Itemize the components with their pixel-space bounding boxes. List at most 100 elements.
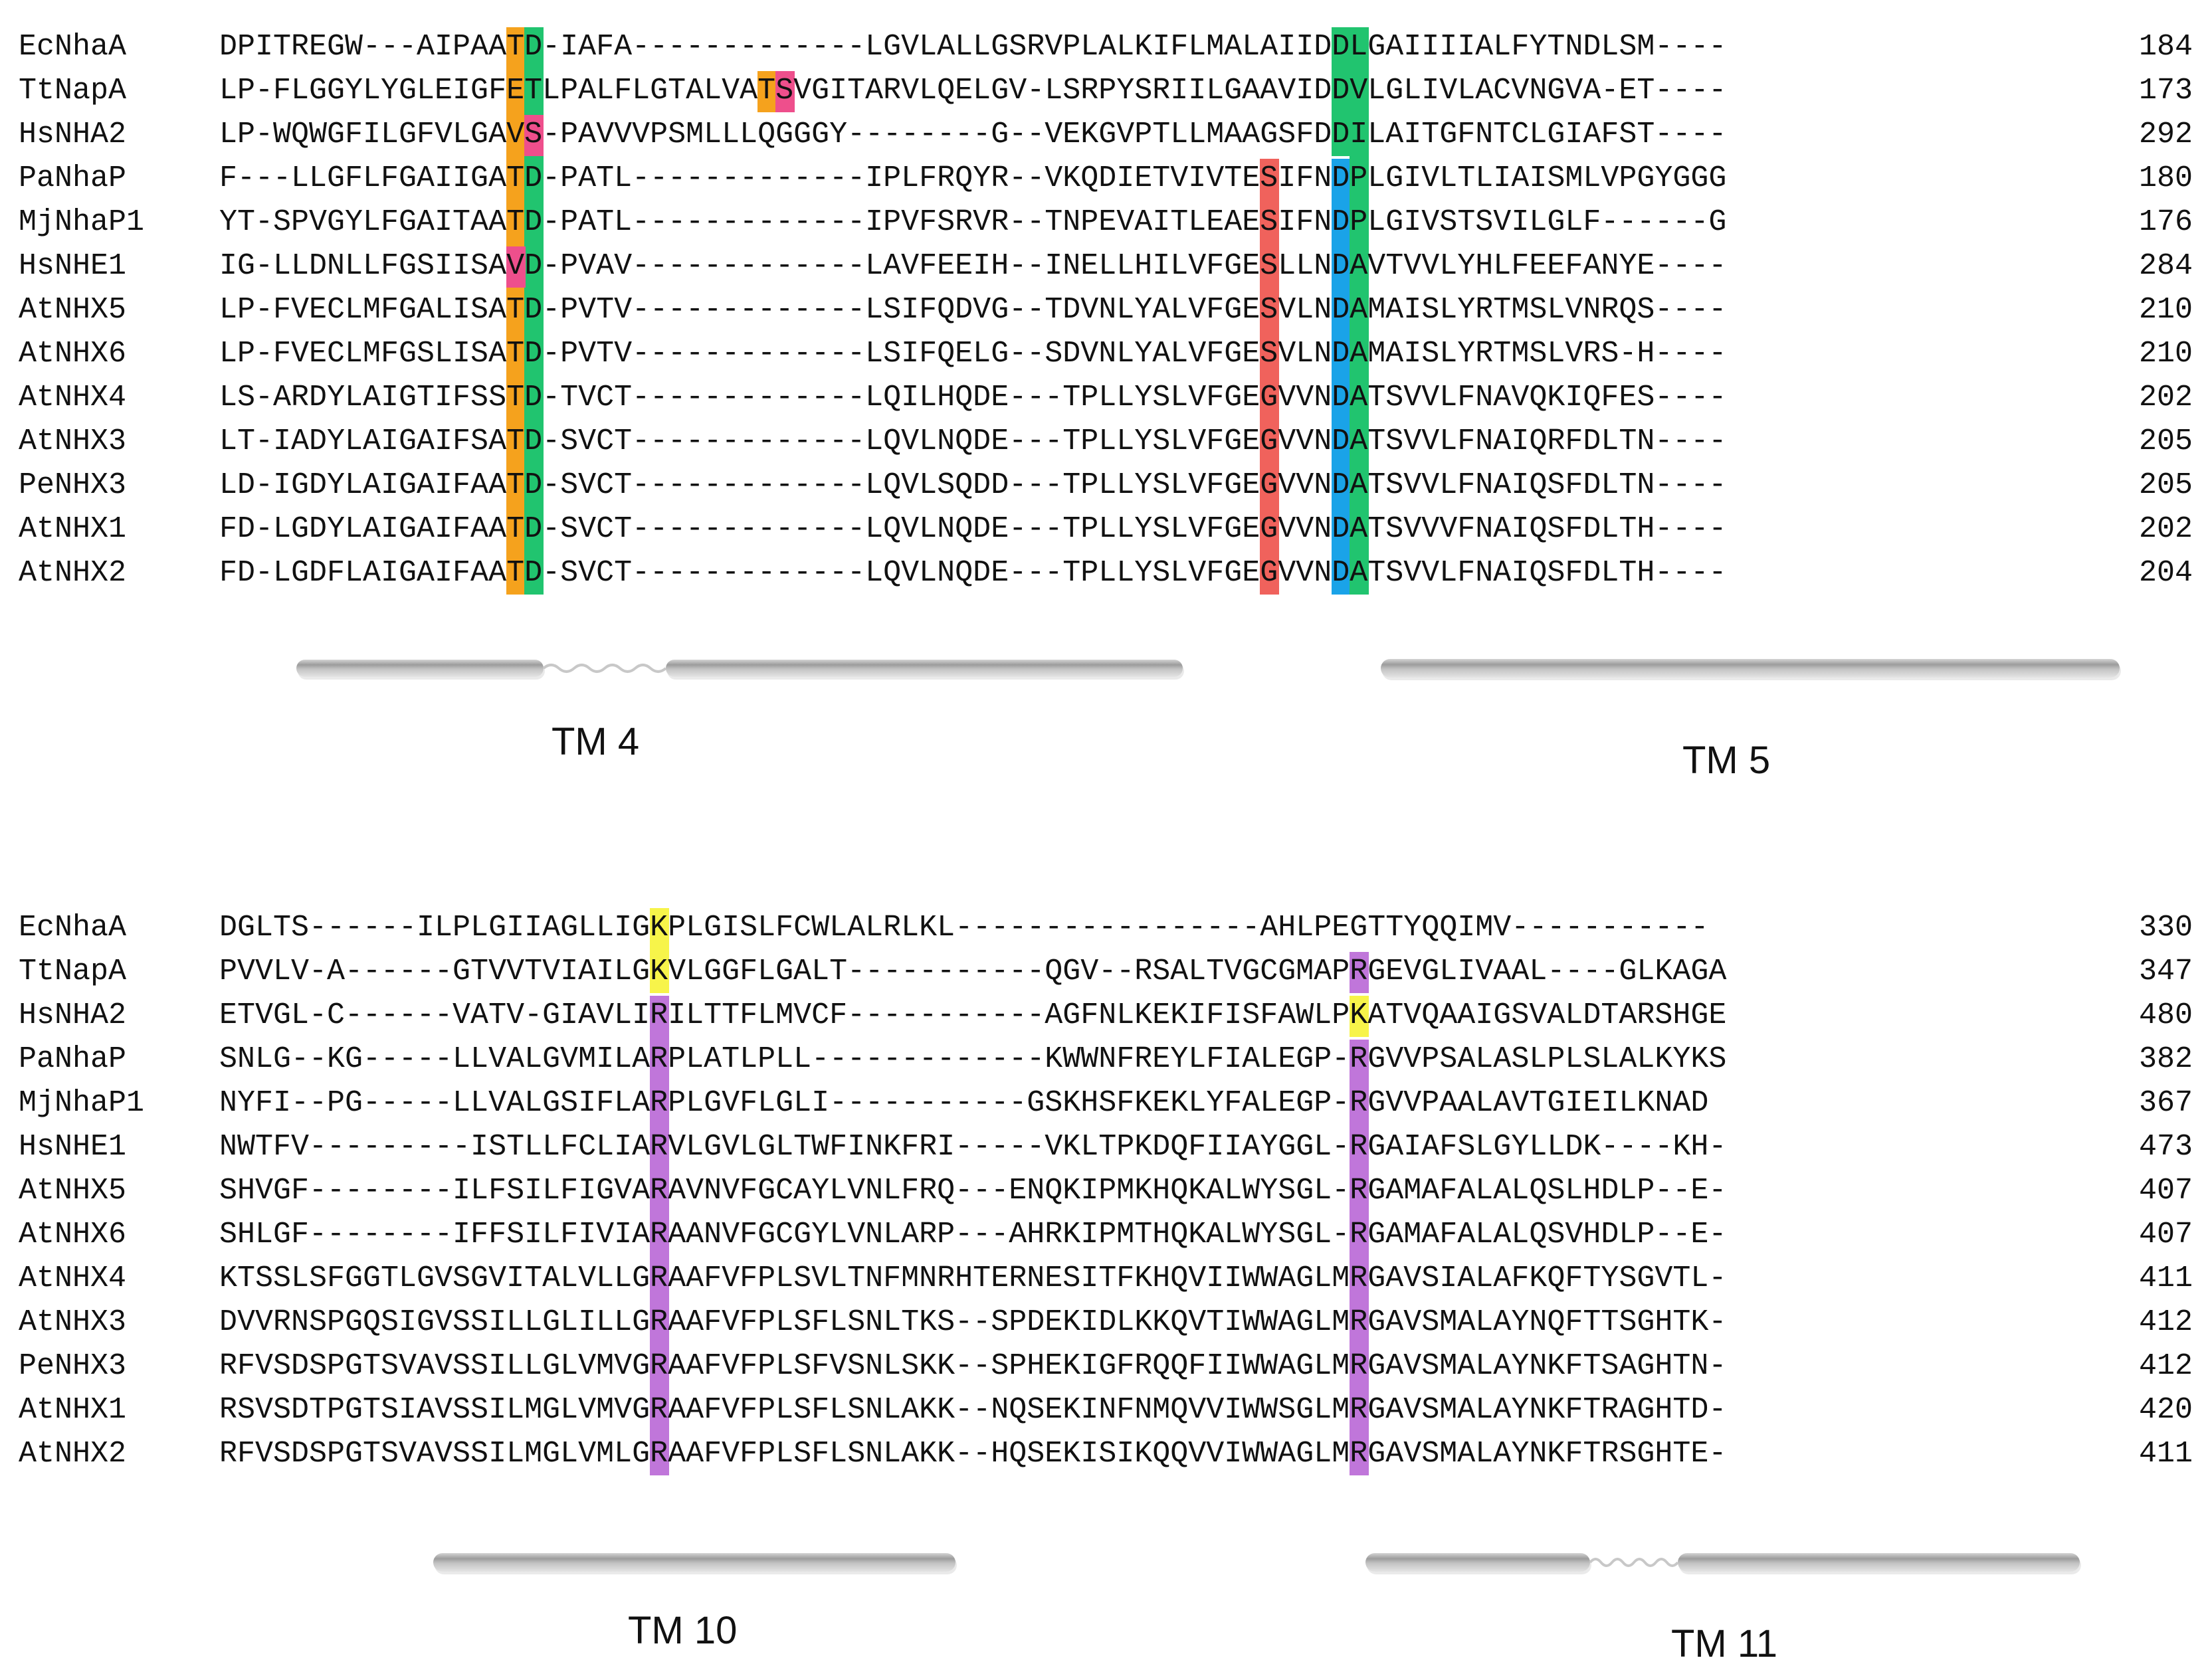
sequence-name: AtNHX2 <box>19 1437 127 1471</box>
aligned-sequence: RSVSDTPGTSIAVSSILMGLVMVGRAAFVFPLSFLSNLAK… <box>219 1393 1727 1427</box>
residue-position: 202 <box>2138 381 2193 415</box>
loop-tm4 <box>542 664 667 673</box>
residue-position: 411 <box>2138 1261 2193 1295</box>
residue-position: 180 <box>2138 161 2193 195</box>
highlight-conserved-r-tm11 <box>1350 952 1369 993</box>
aligned-sequence: NYFI--PG-----LLVALGSIFLARPLGVFLGLI------… <box>219 1086 1709 1120</box>
residue-position: 330 <box>2138 911 2193 945</box>
helix-tm11b <box>1678 1553 2081 1574</box>
helix-tm11a <box>1365 1553 1591 1574</box>
residue-position: 205 <box>2138 424 2193 458</box>
residue-position: 411 <box>2138 1437 2193 1471</box>
aligned-sequence: DGLTS------ILPLGIIAGLLIGKPLGISLFCWLALRLK… <box>219 911 1709 945</box>
highlight-hsnha2-s <box>524 115 544 156</box>
tm-segment-label: TM 11 <box>1671 1622 1778 1665</box>
aligned-sequence: LS-ARDYLAIGTIFSSTD-TVCT-------------LQIL… <box>219 381 1727 415</box>
sequence-name: AtNHX2 <box>19 556 127 590</box>
aligned-sequence: LP-FLGGYLYGLEIGFETLPALFLGTALVATSVGITARVL… <box>219 74 1727 108</box>
sequence-name: PaNhaP <box>19 161 127 195</box>
sequence-name: AtNHX4 <box>19 1261 127 1295</box>
sequence-name: TtNapA <box>19 955 127 988</box>
helix-tm5 <box>1381 659 2121 680</box>
aligned-sequence: KTSSLSFGGTLGVSGVITALVLLGRAAFVFPLSVLTNFMN… <box>219 1261 1727 1295</box>
sequence-name: AtNHX5 <box>19 1174 127 1208</box>
helix-tm4b <box>666 660 1184 680</box>
aligned-sequence: RFVSDSPGTSVAVSSILLGLVMVGRAAFVFPLSFVSNLSK… <box>219 1349 1727 1383</box>
aligned-sequence: FD-LGDYLAIGAIFAATD-SVCT-------------LQVL… <box>219 512 1727 546</box>
aligned-sequence: LP-FVECLMFGSLISATD-PVTV-------------LSIF… <box>219 337 1727 371</box>
residue-position: 204 <box>2138 556 2193 590</box>
aligned-sequence: DVVRNSPGQSIGVSSILLGLILLGRAAFVFPLSFLSNLTK… <box>219 1305 1727 1339</box>
sequence-name: EcNhaA <box>19 30 127 64</box>
sequence-name: AtNHX6 <box>19 1218 127 1252</box>
highlight-ttnapa-s <box>775 71 795 112</box>
aligned-sequence: SHLGF--------IFFSILFIVIARAANVFGCGYLVNLAR… <box>219 1218 1727 1252</box>
sequence-name: HsNHA2 <box>19 998 127 1032</box>
residue-position: 173 <box>2138 74 2193 108</box>
aligned-sequence: NWTFV---------ISTLLFCLIARVLGVLGLTWFINKFR… <box>219 1130 1727 1164</box>
residue-position: 176 <box>2138 205 2193 239</box>
highlight-ttnapa-t <box>757 71 777 112</box>
residue-position: 473 <box>2138 1130 2193 1164</box>
residue-position: 367 <box>2138 1086 2193 1120</box>
residue-position: 284 <box>2138 249 2193 283</box>
aligned-sequence: LT-IADYLAIGAIFSATD-SVCT-------------LQVL… <box>219 424 1727 458</box>
highlight-conserved-k <box>650 908 669 993</box>
tm-segment-label: TM 4 <box>552 720 640 763</box>
residue-position: 347 <box>2138 955 2193 988</box>
aligned-sequence: SNLG--KG-----LLVALGVMILARPLATLPLL-------… <box>219 1042 1727 1076</box>
sequence-name: MjNhaP1 <box>19 1086 145 1120</box>
highlight-conserved-r-tm10 <box>650 996 669 1475</box>
residue-position: 205 <box>2138 468 2193 502</box>
sequence-name: HsNHE1 <box>19 1130 127 1164</box>
residue-position: 407 <box>2138 1218 2193 1252</box>
residue-position: 412 <box>2138 1305 2193 1339</box>
helix-tm10 <box>433 1553 957 1574</box>
sequence-name: AtNHX1 <box>19 512 127 546</box>
highlight-conserved-e <box>1260 159 1279 595</box>
highlight-conserved-r-tm11 <box>1350 1040 1369 1475</box>
tm-segment-label: TM 5 <box>1682 739 1771 782</box>
highlight-conserved-n <box>1332 159 1351 595</box>
residue-position: 184 <box>2138 30 2193 64</box>
aligned-sequence: ETVGL-C------VATV-GIAVLIRILTTFLMVCF-----… <box>219 998 1727 1032</box>
loop-tm11 <box>1589 1558 1679 1567</box>
sequence-name: TtNapA <box>19 74 127 108</box>
residue-position: 420 <box>2138 1393 2193 1427</box>
sequence-name: HsNHA2 <box>19 118 127 151</box>
aligned-sequence: LP-WQWGFILGFVLGAVS-PAVVVPSMLLLQGGGY-----… <box>219 118 1727 151</box>
highlight-dd-first <box>1332 27 1351 156</box>
sequence-name: HsNHE1 <box>19 249 127 283</box>
aligned-sequence: PVVLV-A------GTVVTVIAILGKVLGGFLGALT-----… <box>219 955 1727 988</box>
sequence-name: MjNhaP1 <box>19 205 145 239</box>
sequence-name: AtNHX3 <box>19 424 127 458</box>
residue-position: 210 <box>2138 293 2193 327</box>
aligned-sequence: FD-LGDFLAIGAIFAATD-SVCT-------------LQVL… <box>219 556 1727 590</box>
aligned-sequence: LD-IGDYLAIGAIFAATD-SVCT-------------LQVL… <box>219 468 1727 502</box>
sequence-name: AtNHX5 <box>19 293 127 327</box>
aligned-sequence: DPITREGW---AIPAATD-IAFA-------------LGVL… <box>219 30 1727 64</box>
sequence-name: AtNHX3 <box>19 1305 127 1339</box>
residue-position: 210 <box>2138 337 2193 371</box>
aligned-sequence: RFVSDSPGTSVAVSSILMGLVMLGRAAFVFPLSFLSNLAK… <box>219 1437 1727 1471</box>
aligned-sequence: SHVGF--------ILFSILFIGVARAVNVFGCAYLVNLFR… <box>219 1174 1727 1208</box>
aligned-sequence: IG-LLDNLLFGSIISAVD-PVAV-------------LAVF… <box>219 249 1727 283</box>
tm-segment-label: TM 10 <box>628 1609 738 1652</box>
residue-position: 292 <box>2138 118 2193 151</box>
sequence-name: AtNHX1 <box>19 1393 127 1427</box>
sequence-name: PeNHX3 <box>19 468 127 502</box>
highlight-hsnha2-k <box>1350 996 1369 1037</box>
sequence-name: PeNHX3 <box>19 1349 127 1383</box>
sequence-name: AtNHX6 <box>19 337 127 371</box>
aligned-sequence: LP-FVECLMFGALISATD-PVTV-------------LSIF… <box>219 293 1727 327</box>
residue-position: 480 <box>2138 998 2193 1032</box>
sequence-name: PaNhaP <box>19 1042 127 1076</box>
helix-tm4a <box>296 660 545 680</box>
residue-position: 407 <box>2138 1174 2193 1208</box>
highlight-dd-second <box>1350 27 1369 595</box>
sequence-name: EcNhaA <box>19 911 127 945</box>
aligned-sequence: YT-SPVGYLFGAITAATD-PATL-------------IPVF… <box>219 205 1727 239</box>
